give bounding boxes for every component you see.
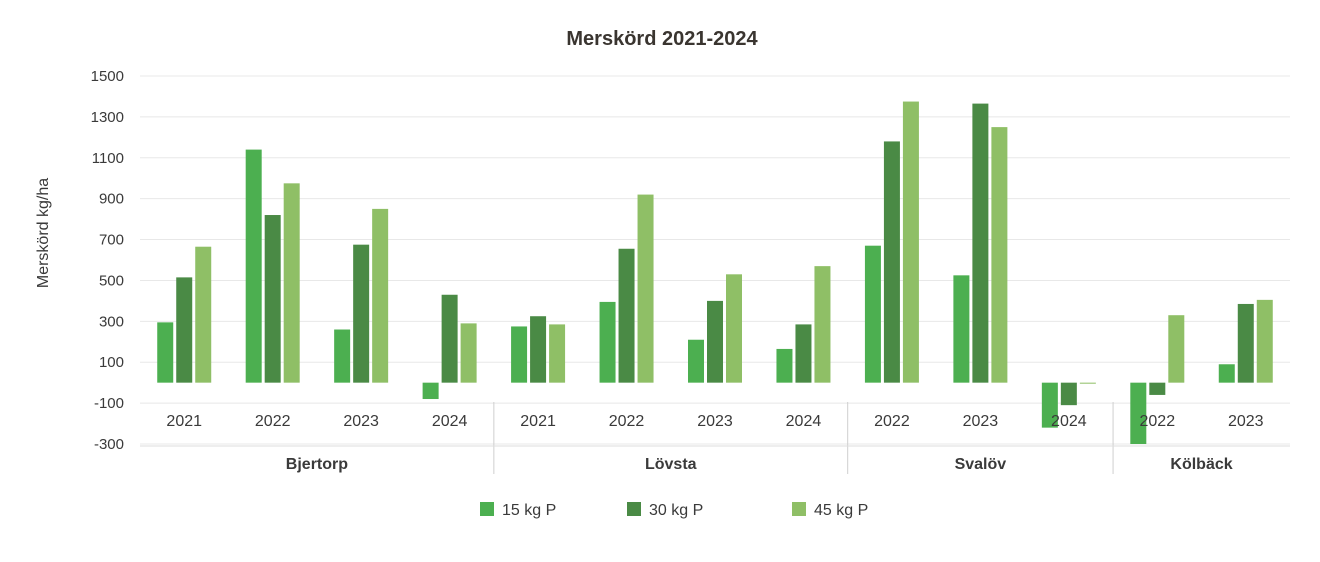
bar bbox=[549, 324, 566, 383]
bar bbox=[1041, 382, 1058, 428]
legend-swatch bbox=[627, 502, 641, 516]
y-tick-label: 500 bbox=[99, 272, 124, 289]
bar bbox=[264, 215, 281, 383]
y-tick-label: -100 bbox=[94, 395, 124, 412]
bar bbox=[776, 348, 793, 383]
x-tick-label: 2022 bbox=[874, 413, 910, 430]
bar bbox=[372, 208, 389, 383]
y-tick-label: -300 bbox=[94, 436, 124, 453]
bar bbox=[972, 103, 989, 383]
bar bbox=[1237, 303, 1254, 383]
y-tick-label: 1500 bbox=[91, 68, 124, 85]
y-tick-label: 700 bbox=[99, 232, 124, 249]
group-label: Lövsta bbox=[645, 456, 697, 473]
legend-swatch bbox=[792, 502, 806, 516]
group-label: Kölbäck bbox=[1170, 456, 1232, 473]
x-tick-label: 2022 bbox=[255, 413, 291, 430]
legend-label: 45 kg P bbox=[814, 502, 868, 519]
bar bbox=[599, 301, 616, 383]
bar bbox=[511, 326, 528, 383]
bar bbox=[460, 323, 477, 383]
x-tick-label: 2021 bbox=[520, 413, 556, 430]
legend-label: 30 kg P bbox=[649, 502, 703, 519]
bar bbox=[637, 194, 654, 383]
legend: 15 kg P 30 kg P 45 kg P bbox=[480, 502, 868, 519]
bar bbox=[953, 275, 970, 383]
bar bbox=[353, 244, 370, 383]
bar bbox=[1079, 382, 1096, 384]
bar bbox=[195, 246, 212, 383]
bar bbox=[176, 277, 193, 383]
bar bbox=[422, 382, 439, 400]
x-tick-label: 2023 bbox=[1228, 413, 1264, 430]
x-tick-label: 2024 bbox=[786, 413, 822, 430]
bar bbox=[1060, 382, 1077, 406]
bar bbox=[1218, 364, 1235, 383]
bar bbox=[795, 324, 812, 383]
bar bbox=[283, 183, 300, 383]
bar bbox=[1168, 315, 1185, 383]
bar bbox=[1256, 299, 1273, 383]
x-axis-labels: 2021 2022 2023 2024 Bjertorp 2021 2022 2023 2024… bbox=[140, 402, 1290, 474]
legend-swatch bbox=[480, 502, 494, 516]
y-tick-label: 100 bbox=[99, 354, 124, 371]
group-label: Svalöv bbox=[955, 456, 1007, 473]
x-tick-label: 2023 bbox=[697, 413, 733, 430]
x-tick-label: 2022 bbox=[1140, 413, 1176, 430]
bar bbox=[530, 316, 547, 383]
x-tick-label: 2022 bbox=[609, 413, 645, 430]
bar bbox=[245, 149, 262, 383]
bar bbox=[618, 248, 635, 383]
group-label: Bjertorp bbox=[286, 456, 348, 473]
bar bbox=[688, 339, 704, 383]
bar bbox=[1149, 382, 1166, 395]
bar bbox=[864, 245, 881, 383]
y-axis-ticks: 1500 1300 1100 900 700 500 300 100 -100 -300 bbox=[91, 68, 124, 453]
bar bbox=[334, 329, 351, 383]
bar bbox=[1130, 382, 1147, 444]
x-tick-label: 2021 bbox=[166, 413, 202, 430]
bar bbox=[726, 274, 742, 383]
bar bbox=[707, 300, 723, 383]
chart-title: Merskörd 2021-2024 bbox=[566, 28, 758, 50]
bars bbox=[157, 101, 1273, 444]
bar bbox=[814, 266, 831, 383]
bar bbox=[991, 127, 1008, 383]
x-tick-label: 2023 bbox=[343, 413, 379, 430]
legend-label: 15 kg P bbox=[502, 502, 556, 519]
bar bbox=[441, 294, 458, 383]
x-tick-label: 2024 bbox=[432, 413, 468, 430]
y-tick-label: 1100 bbox=[92, 150, 124, 167]
x-tick-label: 2023 bbox=[963, 413, 999, 430]
y-tick-label: 900 bbox=[99, 191, 124, 208]
y-tick-label: 1300 bbox=[91, 109, 124, 126]
x-tick-label: 2024 bbox=[1051, 413, 1087, 430]
gridlines bbox=[140, 75, 1290, 445]
y-tick-label: 300 bbox=[99, 313, 124, 330]
bar bbox=[883, 141, 900, 383]
y-axis-label: Merskörd kg/ha bbox=[35, 178, 52, 288]
bar bbox=[157, 322, 174, 383]
bar bbox=[902, 101, 919, 383]
